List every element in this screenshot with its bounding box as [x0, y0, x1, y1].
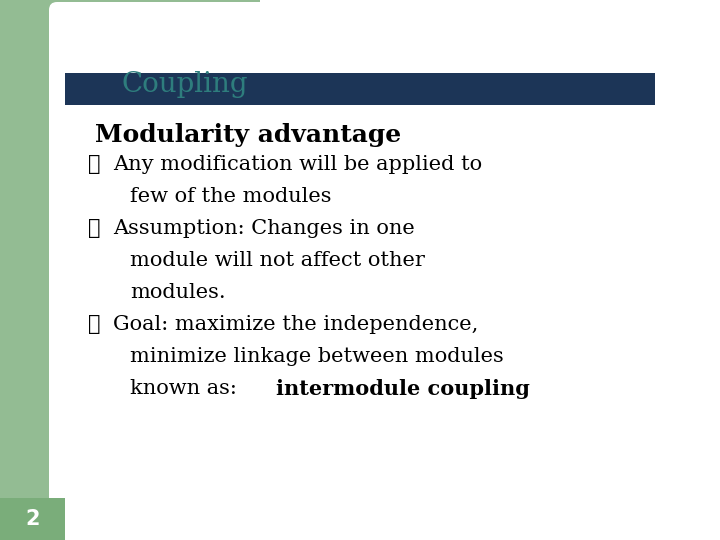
Text: ✓: ✓	[88, 219, 101, 239]
Text: minimize linkage between modules: minimize linkage between modules	[130, 348, 504, 367]
Text: Modularity advantage: Modularity advantage	[95, 123, 401, 147]
Text: ✓: ✓	[88, 156, 101, 174]
Bar	[0, 498, 65, 540]
Text: ✓: ✓	[88, 315, 101, 334]
Text: known as:: known as:	[130, 380, 243, 399]
Bar	[0, 0, 260, 110]
Bar	[0, 0, 65, 540]
Text: 2: 2	[25, 509, 40, 529]
Text: module will not affect other: module will not affect other	[130, 252, 425, 271]
Text: Assumption: Changes in one: Assumption: Changes in one	[113, 219, 415, 239]
Text: Coupling: Coupling	[122, 71, 248, 98]
FancyBboxPatch shape	[49, 2, 720, 538]
Text: few of the modules: few of the modules	[130, 187, 331, 206]
Bar	[65, 73, 655, 105]
Text: modules.: modules.	[130, 284, 225, 302]
Text: intermodule coupling: intermodule coupling	[276, 379, 531, 399]
Text: Any modification will be applied to: Any modification will be applied to	[113, 156, 482, 174]
Text: Goal: maximize the independence,: Goal: maximize the independence,	[113, 315, 478, 334]
